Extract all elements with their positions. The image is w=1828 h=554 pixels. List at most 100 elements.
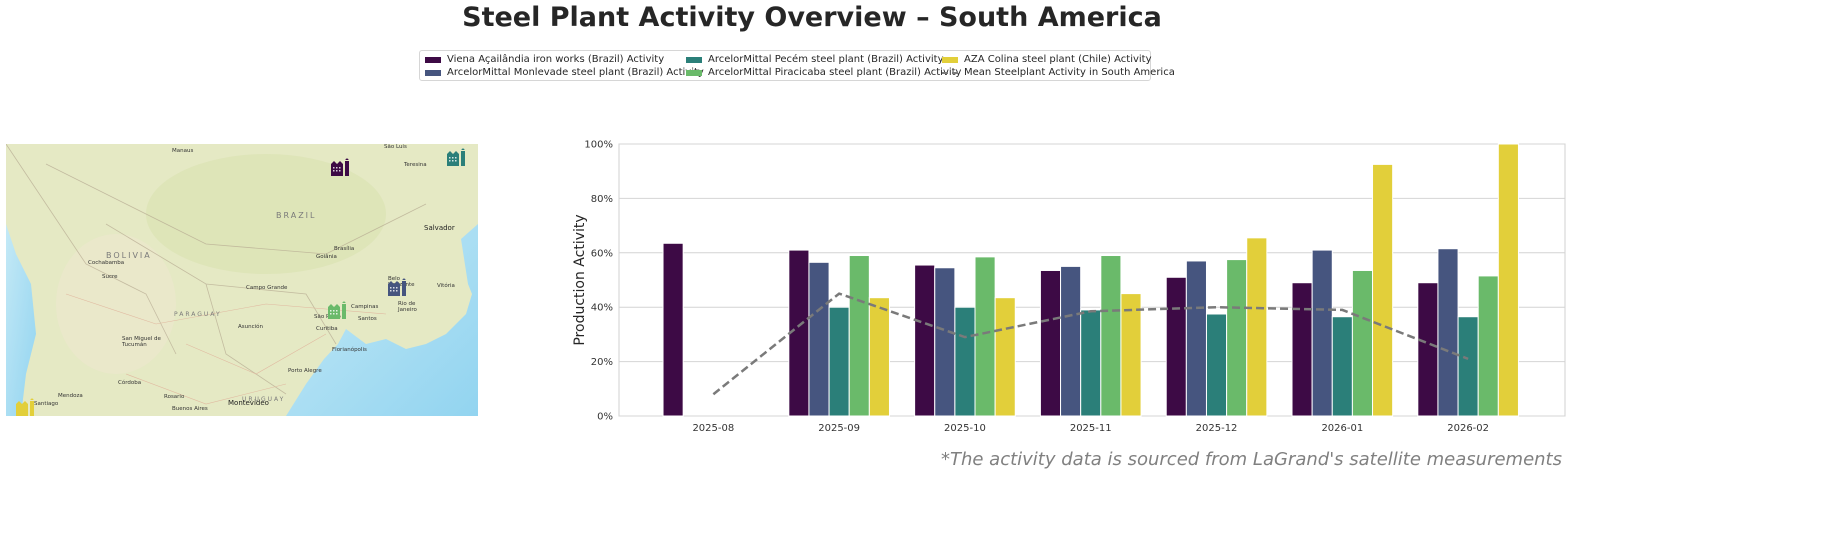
map-city-label: Campo Grande <box>246 285 288 291</box>
factory-icon <box>328 301 346 319</box>
bar <box>1185 260 1207 417</box>
plant-map: BRAZIL BOLIVIA PARAGUAY URUGUAY Manaus S… <box>6 144 478 416</box>
bar-chart: 0% 20% 40% 60% 80% 100% Production Activity 202… <box>572 140 1566 434</box>
x-tick-label: 2025-12 <box>1196 423 1238 434</box>
map-city-label: São Luís <box>384 144 407 150</box>
map-city-label: Rosario <box>164 394 185 400</box>
bar <box>1437 248 1459 417</box>
factory-icon <box>331 158 349 176</box>
bar <box>848 255 870 417</box>
map-city-label: Cochabamba <box>88 260 125 266</box>
page-title: Steel Plant Activity Overview – South Am… <box>462 2 1162 33</box>
map-city-label: Manaus <box>172 148 194 154</box>
bar <box>808 261 830 417</box>
bar <box>994 297 1016 417</box>
bar <box>1311 249 1333 417</box>
bar <box>1080 309 1102 417</box>
map-city-label: Mendoza <box>58 393 83 399</box>
legend-swatch <box>425 69 441 76</box>
map-city-label: Teresina <box>404 162 427 168</box>
bar <box>954 306 976 417</box>
y-tick-label: 60% <box>591 248 613 259</box>
map-city-label: Curitiba <box>316 326 338 332</box>
map-city-label: Campinas <box>351 304 379 310</box>
x-tick-label: 2025-08 <box>692 423 734 434</box>
map-city-label: Rio de Janeiro <box>398 301 417 313</box>
factory-icon <box>388 278 406 296</box>
legend-label: ArcelorMittal Pecém steel plant (Brazil)… <box>708 54 944 65</box>
legend-label: Viena Açailândia iron works (Brazil) Act… <box>447 54 665 65</box>
bar <box>1497 143 1519 417</box>
map-city-label: Florianópolis <box>332 347 367 353</box>
bar <box>1205 313 1228 417</box>
x-tick-label: 2025-10 <box>944 423 986 434</box>
map-country-label: PARAGUAY <box>174 311 222 318</box>
legend-item: Mean Steelplant Activity in South Americ… <box>942 67 1175 78</box>
x-tick-label: 2026-01 <box>1321 423 1363 434</box>
chart-legend: Viena Açailândia iron works (Brazil) Act… <box>419 50 1175 81</box>
legend-swatch <box>686 69 702 76</box>
bar <box>868 297 890 417</box>
legend-swatch <box>425 56 441 63</box>
legend-item: Viena Açailândia iron works (Brazil) Act… <box>425 54 664 65</box>
map-city-label: Porto Alegre <box>288 368 322 374</box>
legend-item: AZA Colina steel plant (Chile) Activity <box>942 54 1152 65</box>
y-tick-label: 100% <box>584 140 613 151</box>
bar <box>914 264 936 417</box>
bar <box>1331 316 1353 417</box>
legend-item: ArcelorMittal Piracicaba steel plant (Br… <box>686 67 961 78</box>
legend-swatch <box>686 56 702 63</box>
bar <box>1457 316 1479 417</box>
bar <box>1477 275 1499 417</box>
bar <box>934 267 956 417</box>
legend-label: ArcelorMittal Piracicaba steel plant (Br… <box>708 67 962 78</box>
bar <box>1246 237 1268 417</box>
bar <box>1291 282 1313 417</box>
bar <box>974 256 996 417</box>
legend-dash <box>942 71 958 74</box>
map-city-label: São Paulo <box>314 314 341 320</box>
map-country-label: BRAZIL <box>276 211 317 220</box>
x-tick-label: 2026-02 <box>1447 423 1489 434</box>
source-note: *The activity data is sourced from LaGra… <box>940 449 1562 470</box>
map-city-label: Belo Horizonte <box>388 276 415 288</box>
map-city-label: Vitória <box>437 283 455 289</box>
map-city-label: Santiago <box>34 401 59 407</box>
y-tick-label: 20% <box>591 357 613 368</box>
map-city-label: Brasília <box>334 246 355 252</box>
bar <box>1351 269 1374 417</box>
legend-item: ArcelorMittal Pecém steel plant (Brazil)… <box>686 54 944 65</box>
map-city-label: Santos <box>358 316 377 322</box>
bar <box>1372 163 1394 417</box>
x-tick-label: 2025-09 <box>818 423 860 434</box>
y-axis-label: Production Activity <box>572 214 588 345</box>
y-tick-label: 40% <box>591 303 613 314</box>
map-city-label: Goiânia <box>316 254 337 260</box>
map-country-label: URUGUAY <box>242 396 286 403</box>
bar <box>1100 255 1122 417</box>
legend-label: Mean Steelplant Activity in South Americ… <box>964 67 1175 78</box>
mean-line <box>712 292 1469 396</box>
y-tick-label: 80% <box>591 194 613 205</box>
factory-icon <box>447 148 465 166</box>
bar <box>1226 259 1248 417</box>
map-city-label: Córdoba <box>118 380 142 386</box>
bar <box>1060 265 1082 417</box>
bar <box>1417 282 1439 417</box>
y-tick-label: 0% <box>597 412 613 423</box>
legend-item: ArcelorMittal Monlevade steel plant (Bra… <box>425 67 704 78</box>
bar <box>1039 269 1062 417</box>
map-city-label: Montevideo <box>228 399 269 407</box>
map-city-label: Sucre <box>102 274 118 280</box>
bar <box>828 306 850 417</box>
legend-label: ArcelorMittal Monlevade steel plant (Bra… <box>447 67 704 78</box>
map-city-label: Salvador <box>424 224 455 232</box>
map-city-label: Asunción <box>238 324 264 330</box>
legend-swatch <box>942 56 958 63</box>
bar <box>662 242 684 417</box>
map-city-label: Buenos Aires <box>172 406 208 412</box>
factory-icon <box>16 398 34 416</box>
bar <box>1120 293 1142 417</box>
x-tick-label: 2025-11 <box>1070 423 1112 434</box>
bar <box>1165 276 1187 417</box>
